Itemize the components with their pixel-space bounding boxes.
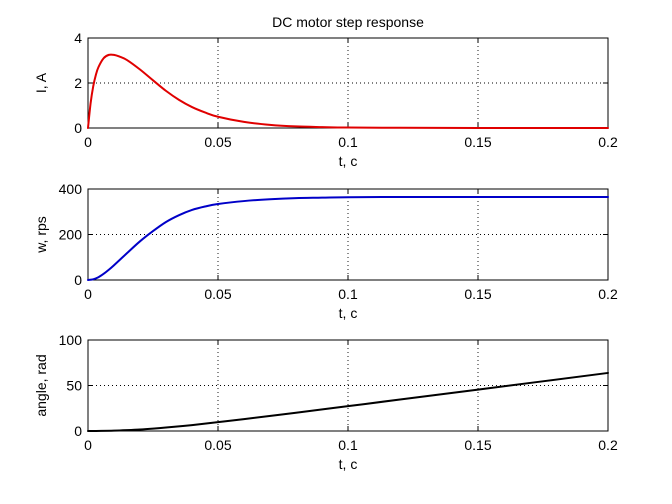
y-tick-label: 400 — [59, 181, 83, 197]
x-tick-label: 0.05 — [204, 134, 231, 150]
y-axis-label: w, rps — [33, 216, 49, 254]
x-tick-label: 0.05 — [204, 437, 231, 453]
series-line-3-1 — [87, 371, 609, 432]
x-tick-label: 0.15 — [464, 437, 491, 453]
series-line-2-1 — [87, 195, 609, 281]
y-tick-label: 50 — [66, 378, 82, 394]
x-tick-label: 0.05 — [204, 286, 231, 302]
subplot-panels: 0 0.05 0.1 0.15 0.2 0 2 4 t, c I, A 0 0.05 0.1 0.15 0.… — [33, 30, 618, 472]
x-tick-label: 0.1 — [338, 437, 358, 453]
x-tick-label: 0.1 — [338, 134, 358, 150]
y-tick-label: 0 — [74, 423, 82, 439]
x-tick-label: 0.2 — [598, 134, 618, 150]
x-tick-label: 0.15 — [464, 286, 491, 302]
x-tick-label: 0.15 — [464, 134, 491, 150]
y-tick-label: 200 — [59, 227, 83, 243]
y-tick-label: 2 — [74, 75, 82, 91]
y-tick-label: 0 — [74, 272, 82, 288]
x-axis-label: t, c — [339, 153, 358, 169]
y-axis-label: I, A — [33, 72, 49, 93]
x-tick-label: 0.2 — [598, 286, 618, 302]
x-tick-label: 0.1 — [338, 286, 358, 302]
y-tick-label: 100 — [59, 332, 83, 348]
y-tick-label: 0 — [74, 120, 82, 136]
y-tick-label: 4 — [74, 30, 82, 46]
subplot-2: 0 0.05 0.1 0.15 0.2 0 200 400 t, c w, rps — [33, 181, 618, 321]
y-axis-label: angle, rad — [33, 354, 49, 416]
x-axis-label: t, c — [339, 456, 358, 472]
x-axis-label: t, c — [339, 305, 358, 321]
subplot-1: 0 0.05 0.1 0.15 0.2 0 2 4 t, c I, A — [33, 30, 618, 169]
subplot-3: 0 0.05 0.1 0.15 0.2 0 50 100 t, c angle, rad — [33, 332, 618, 472]
chart-title: DC motor step response — [272, 14, 424, 30]
x-tick-label: 0 — [84, 134, 92, 150]
x-tick-label: 0 — [84, 437, 92, 453]
x-tick-label: 0 — [84, 286, 92, 302]
x-tick-label: 0.2 — [598, 437, 618, 453]
series-line-1-1 — [87, 53, 609, 130]
